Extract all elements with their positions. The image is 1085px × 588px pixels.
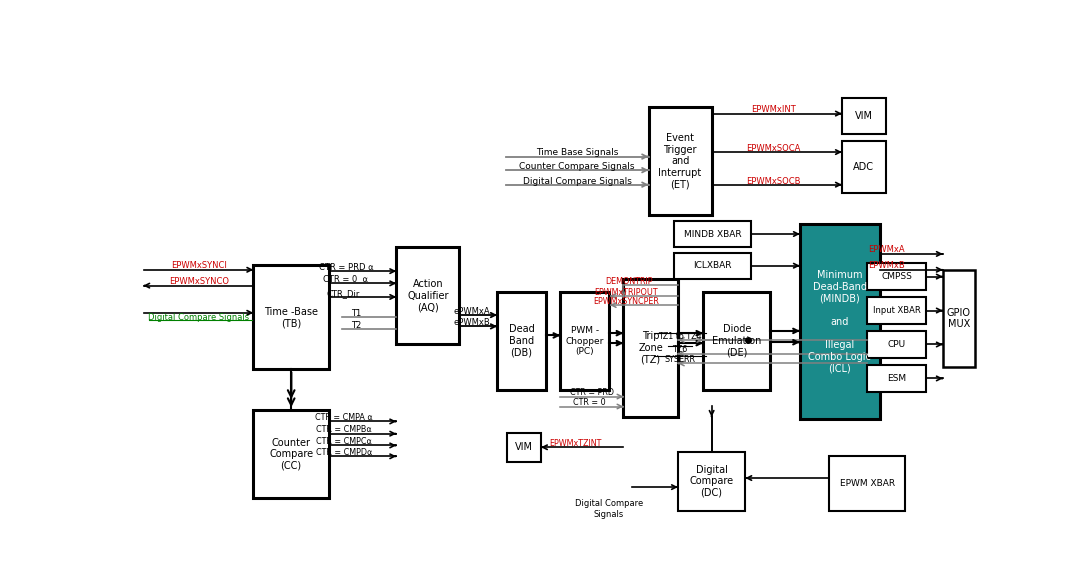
Bar [674,253,751,279]
Text: ICLXBAR: ICLXBAR [693,261,731,270]
Bar [867,297,926,324]
Text: CTR = 0  ⍺: CTR = 0 ⍺ [323,275,368,284]
Text: T2: T2 [350,320,361,329]
Text: TZ6: TZ6 [672,345,687,355]
Bar [649,107,712,215]
Text: Input XBAR: Input XBAR [872,306,920,315]
Text: TZ1 to TZ4: TZ1 to TZ4 [658,332,702,341]
Text: Digital Compare Signals: Digital Compare Signals [149,313,250,322]
Bar [396,247,459,345]
Text: EPWM XBAR: EPWM XBAR [840,479,895,488]
Text: CTR = CMPC⍺: CTR = CMPC⍺ [317,437,372,446]
Bar [829,456,905,510]
Text: CTR = CMPD⍺: CTR = CMPD⍺ [316,447,372,457]
Text: Digital
Compare
(DC): Digital Compare (DC) [690,465,733,498]
Text: EPWMxTZINT: EPWMxTZINT [549,439,601,448]
Text: EPWMxSYNCI: EPWMxSYNCI [170,260,227,270]
Text: CTR = CMPA ⍺: CTR = CMPA ⍺ [316,413,373,422]
Bar [703,292,770,390]
Bar [943,270,974,367]
Text: CTR = PRD: CTR = PRD [571,389,614,397]
Text: Time -Base
(TB): Time -Base (TB) [264,306,318,328]
Text: SYSERR: SYSERR [664,355,695,365]
Text: Event
Trigger
and
Interrupt
(ET): Event Trigger and Interrupt (ET) [659,133,702,189]
Text: Trip
Zone
(TZ): Trip Zone (TZ) [638,331,663,365]
Text: PWM -
Chopper
(PC): PWM - Chopper (PC) [565,326,604,356]
Bar [560,292,609,390]
Text: CPU: CPU [888,340,906,349]
Text: EPWMxTRIPOUT: EPWMxTRIPOUT [595,288,658,297]
Text: Counter Compare Signals: Counter Compare Signals [520,162,635,171]
Text: EPWMxSOCA: EPWMxSOCA [745,144,801,153]
Text: ADC: ADC [853,162,875,172]
Text: GPIO
MUX: GPIO MUX [947,308,971,329]
Bar [254,265,329,369]
Text: T1: T1 [350,309,361,318]
Bar [800,225,880,419]
Text: ePWMxB: ePWMxB [454,318,490,328]
Text: CTR = CMPB⍺: CTR = CMPB⍺ [317,425,372,434]
Bar [842,98,885,134]
Bar [508,433,541,462]
Text: CTR_Dir: CTR_Dir [327,289,360,298]
Text: Diode
Emulation
(DE): Diode Emulation (DE) [712,325,762,358]
Text: CMPSS: CMPSS [881,272,912,281]
Text: Dead
Band
(DB): Dead Band (DB) [509,325,535,358]
Bar [867,365,926,392]
Text: Minimum
Dead-Band
(MINDB)

and

Illegal
Combo Logic
(ICL): Minimum Dead-Band (MINDB) and Illegal Co… [808,270,871,373]
Bar [842,141,885,193]
Bar [678,452,745,510]
Text: VIM: VIM [855,111,872,121]
Text: EPWMxB: EPWMxB [868,260,905,270]
Bar [674,221,751,247]
Text: EPWMxSYNCPER: EPWMxSYNCPER [592,297,659,306]
Text: CTR = PRD ⍺: CTR = PRD ⍺ [319,263,373,272]
Bar [867,331,926,358]
Text: DEMONTRIP: DEMONTRIP [605,276,653,286]
Bar [867,263,926,290]
Text: ePWMxA: ePWMxA [454,307,490,316]
Text: MINDB XBAR: MINDB XBAR [684,229,741,239]
Text: VIM: VIM [515,443,533,453]
Text: Time Base Signals: Time Base Signals [536,148,618,158]
Text: EPWMxSYNCO: EPWMxSYNCO [168,276,229,286]
Text: EPWMxSOCB: EPWMxSOCB [745,176,801,186]
Text: Digital Compare
Signals: Digital Compare Signals [575,499,643,519]
Bar [497,292,546,390]
Text: ESM: ESM [888,374,906,383]
Text: Counter
Compare
(CC): Counter Compare (CC) [269,437,314,471]
Text: EPWMxA: EPWMxA [868,245,905,254]
Text: EPWMxINT: EPWMxINT [751,105,795,115]
Text: Action
Qualifier
(AQ): Action Qualifier (AQ) [407,279,448,312]
Bar [254,410,329,499]
Bar [623,279,678,417]
Text: CTR = 0: CTR = 0 [573,399,607,407]
Text: Digital Compare Signals: Digital Compare Signals [523,176,631,186]
